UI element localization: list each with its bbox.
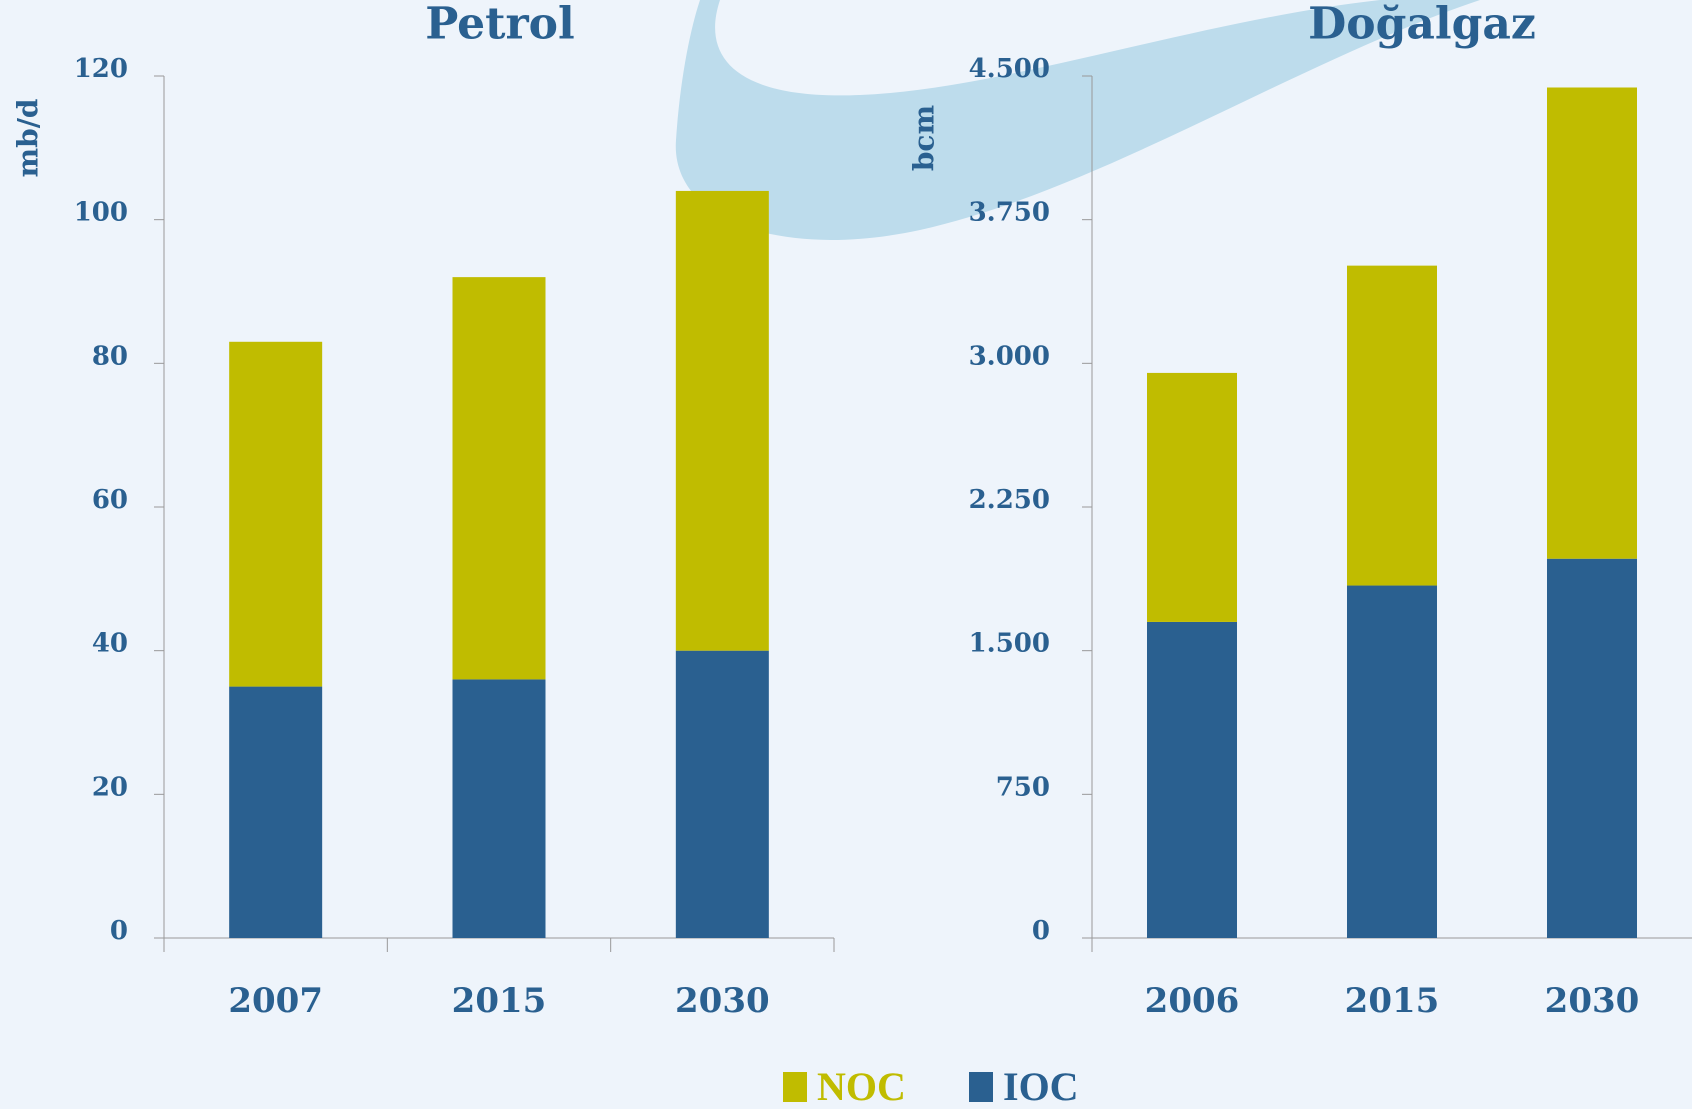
x-tick-label: 2007 [228, 981, 323, 1021]
bar-segment [452, 679, 546, 938]
y-tick-label: 0 [110, 916, 128, 946]
x-tick-label: 2015 [1345, 981, 1440, 1021]
bar-segment [229, 686, 323, 938]
bar-segment [229, 341, 323, 687]
bar-segment [1147, 372, 1237, 622]
chart-title: Petrol [425, 0, 574, 50]
y-tick-label: 20 [92, 772, 128, 802]
y-tick-label: 60 [92, 485, 128, 515]
y-tick-label: 2.250 [969, 485, 1050, 515]
decorative-swoosh [675, 0, 1480, 240]
y-tick-label: 120 [74, 54, 128, 84]
x-tick-label: 2006 [1145, 981, 1240, 1021]
y-tick-label: 80 [92, 341, 128, 371]
legend-label: IOC [1003, 1064, 1079, 1109]
x-tick-label: 2030 [1545, 981, 1640, 1021]
y-tick-label: 4.500 [969, 54, 1050, 84]
y-tick-label: 3.000 [969, 341, 1050, 371]
y-tick-label: 100 [74, 198, 128, 228]
bar-segment [1547, 558, 1637, 938]
legend-swatch [969, 1072, 993, 1102]
chart-title: Doğalgaz [1308, 0, 1536, 50]
y-axis-label: bcm [908, 105, 941, 171]
legend-swatch [783, 1072, 807, 1102]
bar-segment [1347, 585, 1437, 938]
y-tick-label: 0 [1032, 916, 1050, 946]
bar-segment [1147, 621, 1237, 938]
y-tick-label: 1.500 [969, 629, 1050, 659]
x-tick-label: 2015 [452, 981, 547, 1021]
bar-segment [675, 190, 769, 651]
legend-label: NOC [817, 1064, 906, 1109]
y-tick-label: 40 [92, 629, 128, 659]
bar-segment [675, 650, 769, 938]
y-tick-label: 750 [996, 772, 1050, 802]
y-tick-label: 3.750 [969, 198, 1050, 228]
legend: NOC IOC [783, 1064, 1079, 1109]
y-axis-label: mb/d [12, 98, 45, 177]
bar-segment [1547, 87, 1637, 559]
bar-segment [452, 277, 546, 680]
bar-segment [1347, 265, 1437, 586]
x-tick-label: 2030 [675, 981, 770, 1021]
